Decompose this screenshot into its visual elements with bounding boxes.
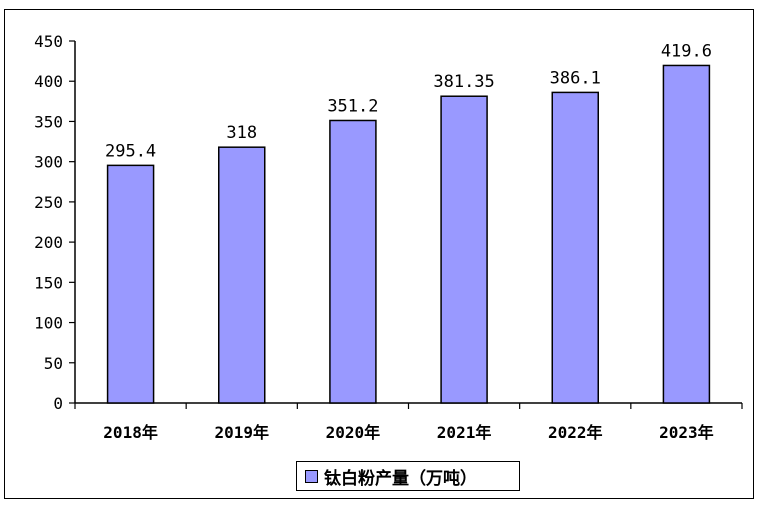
data-label-5: 419.6 — [661, 41, 712, 61]
data-label-2: 351.2 — [327, 96, 378, 116]
x-tick-label-1: 2019年 — [214, 423, 269, 442]
legend: 钛白粉产量（万吨） — [296, 461, 520, 491]
bar-4 — [551, 91, 599, 404]
y-tick-label: 450 — [34, 32, 63, 51]
legend-swatch — [305, 469, 318, 483]
x-tick-label-5: 2023年 — [659, 423, 714, 442]
bar-1 — [218, 146, 266, 404]
bar-2 — [329, 119, 377, 404]
bar-3 — [440, 95, 488, 404]
y-tick-label: 200 — [34, 233, 63, 252]
y-tick-label: 0 — [53, 394, 63, 413]
data-label-0: 295.4 — [105, 141, 156, 161]
data-label-4: 386.1 — [550, 68, 601, 88]
y-tick-label: 300 — [34, 153, 63, 172]
y-tick-label: 400 — [34, 72, 63, 91]
x-tick-label-0: 2018年 — [103, 423, 158, 442]
bar-5 — [662, 64, 711, 404]
data-label-3: 381.35 — [433, 72, 494, 92]
x-tick-label-3: 2021年 — [437, 423, 492, 442]
y-tick-label: 150 — [34, 273, 63, 292]
x-tick-label-2: 2020年 — [326, 423, 381, 442]
y-tick-label: 350 — [34, 112, 63, 131]
y-tick-label: 50 — [44, 354, 63, 373]
y-tick-label: 100 — [34, 314, 63, 333]
legend-label: 钛白粉产量（万吨） — [324, 468, 477, 489]
bar-0 — [106, 164, 155, 404]
x-tick-label-4: 2022年 — [548, 423, 603, 442]
data-label-1: 318 — [226, 123, 257, 143]
y-tick-label: 250 — [34, 193, 63, 212]
